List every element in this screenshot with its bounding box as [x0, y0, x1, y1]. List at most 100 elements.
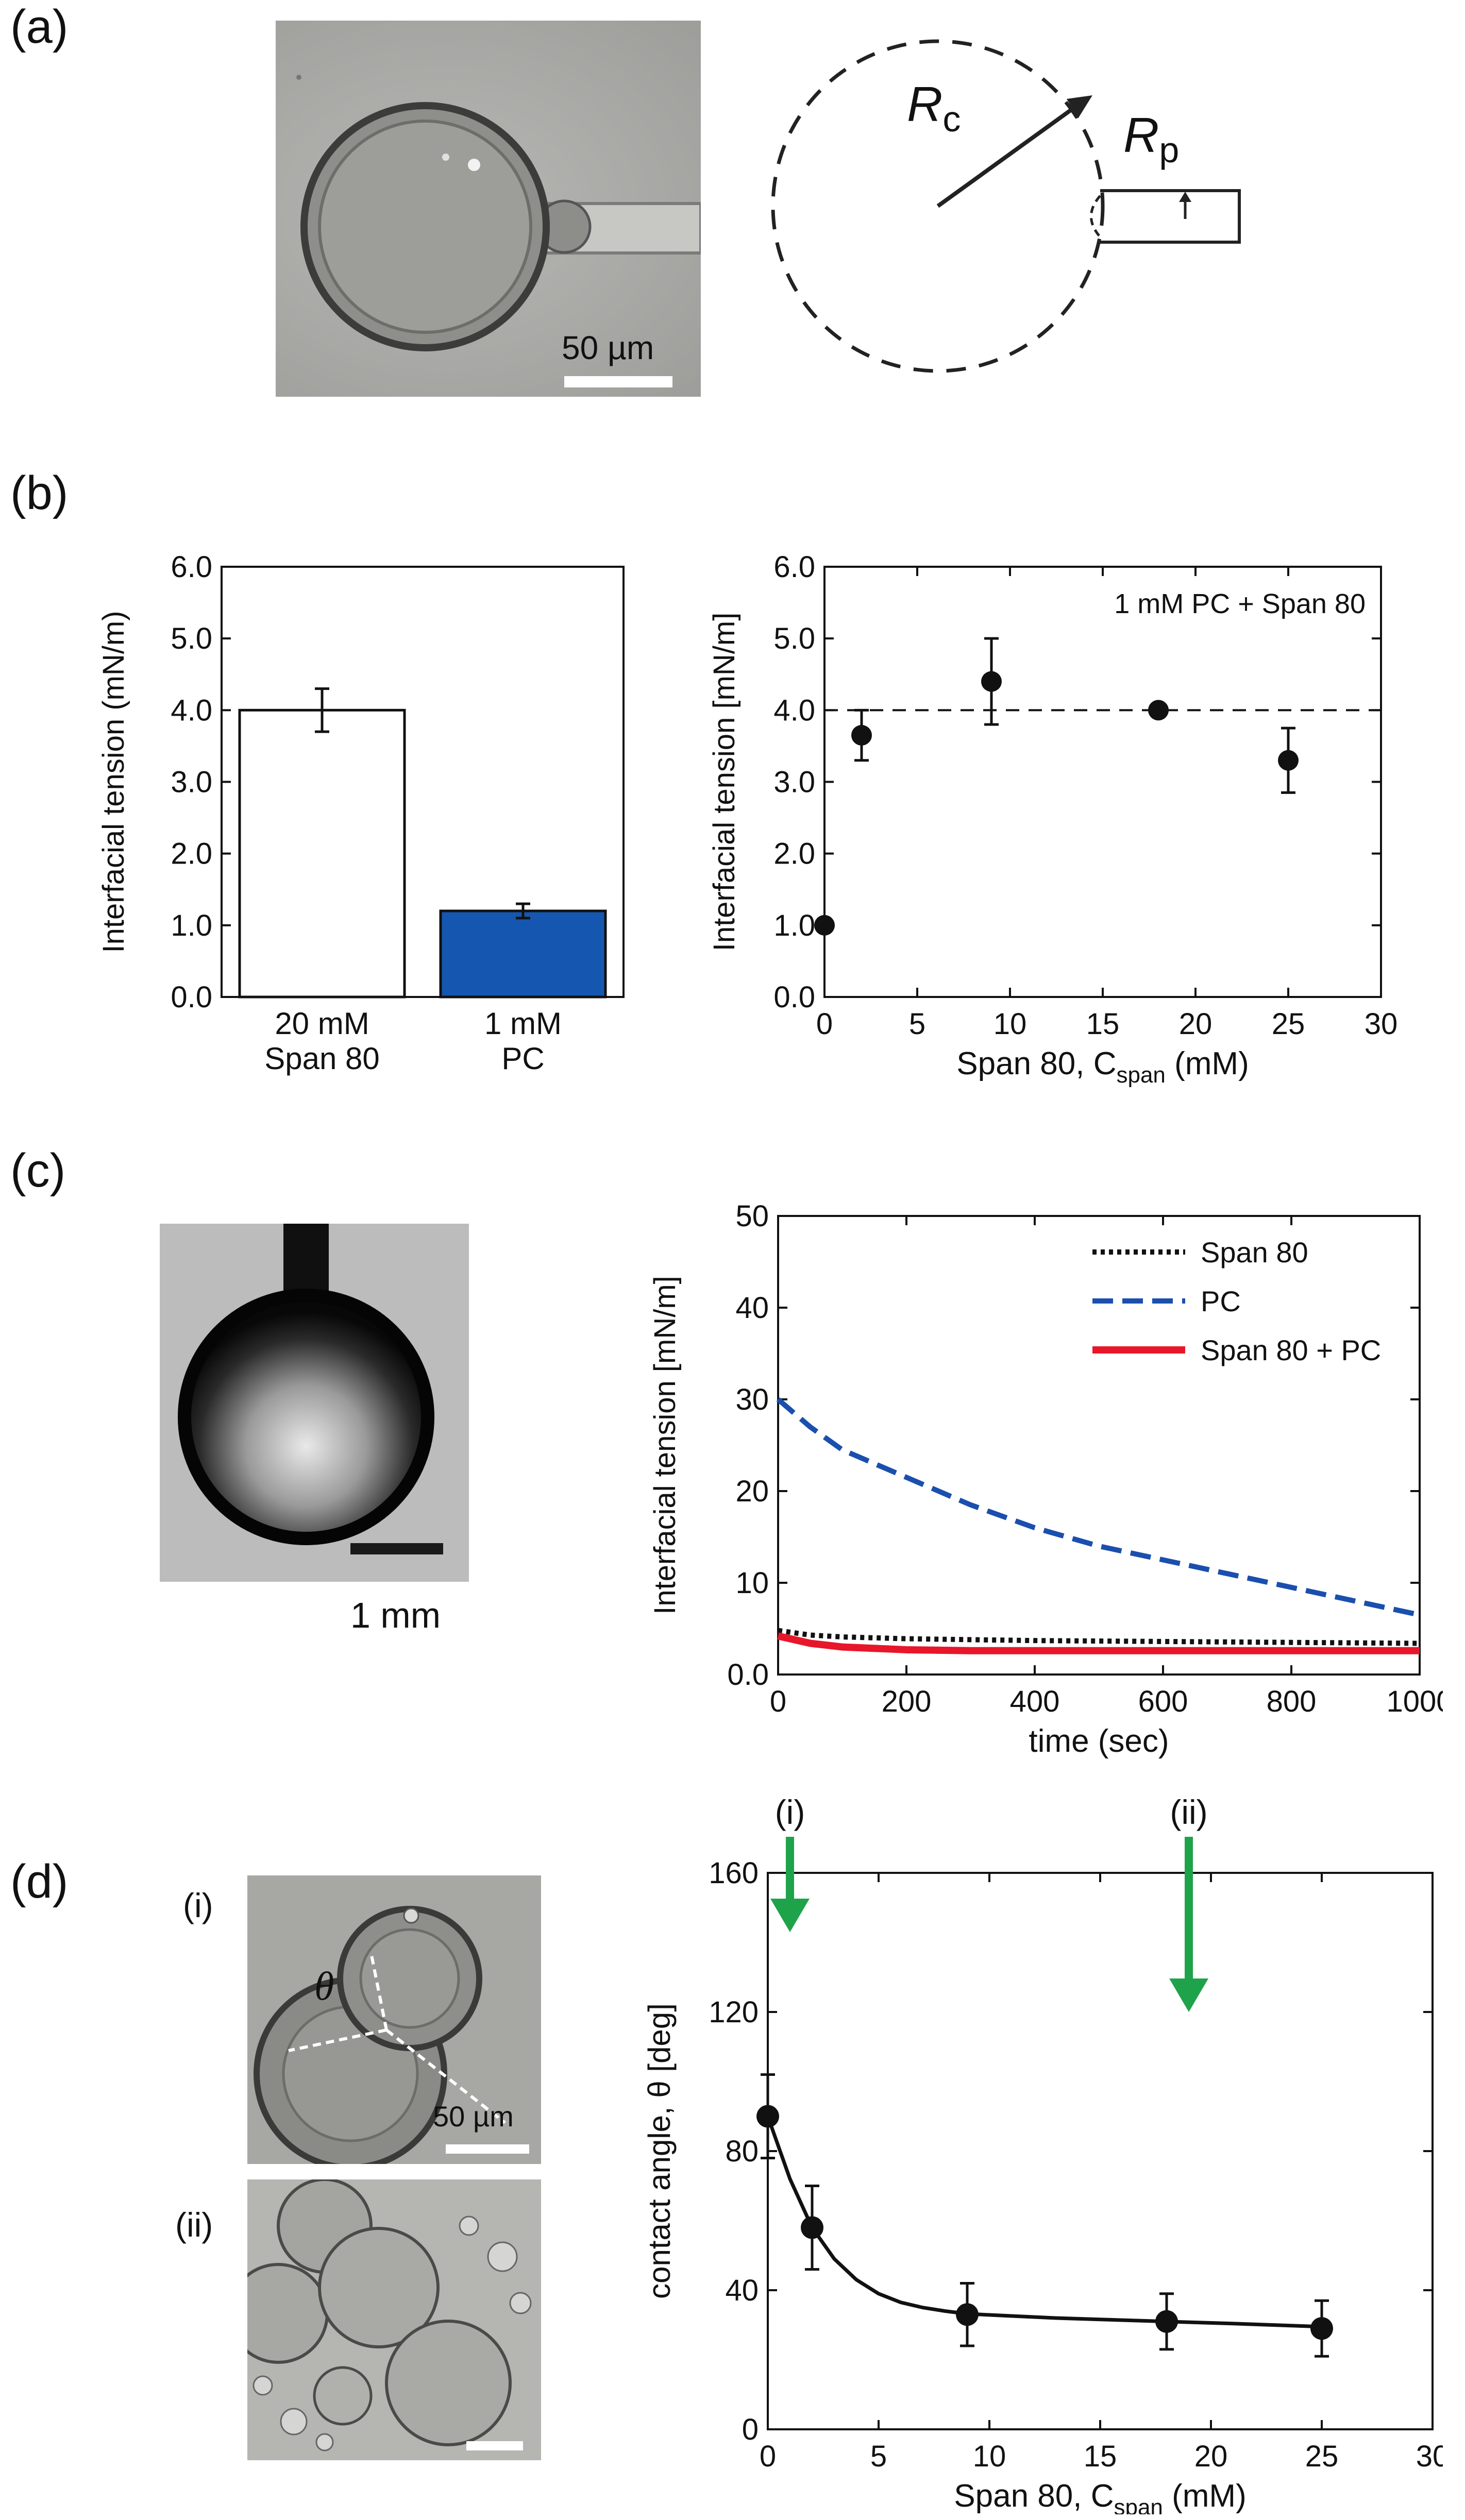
plot-frame — [823, 566, 1382, 998]
plot-frame — [777, 1215, 1421, 1676]
y-tick-label: 80 — [725, 2135, 759, 2168]
x-tick-label: 5 — [870, 2440, 887, 2473]
data-point — [814, 915, 835, 936]
x-tick-label: 800 — [1267, 1685, 1317, 1718]
sub-label-ii: (ii) — [175, 2206, 213, 2244]
data-point — [756, 2105, 779, 2128]
y-tick-label: 0.0 — [773, 980, 815, 1014]
x-axis-label: Span 80, Cspan (mM) — [954, 2478, 1246, 2514]
category-label-line2: PC — [501, 1041, 544, 1076]
x-tick-label: 10 — [973, 2440, 1006, 2473]
series-line — [776, 1397, 1421, 1618]
sub-label-i: (i) — [183, 1886, 213, 1924]
x-tick-label: 600 — [1138, 1685, 1188, 1718]
category-label-line1: 1 mM — [484, 1006, 562, 1041]
plot-frame — [767, 1872, 1434, 2430]
series-line — [777, 1632, 1420, 1654]
x-tick-label: 20 — [1194, 2440, 1228, 2473]
scatter-chart-contact-angle: 0 40 80 120 160 0 5 10 15 20 25 30 contact angle, θ … — [642, 1793, 1443, 2514]
x-tick-label: 25 — [1305, 2440, 1339, 2473]
scale-bar-label-1mm: 1 mm — [350, 1595, 441, 1635]
x-axis-label: Span 80, Cspan (mM) — [956, 1046, 1249, 1088]
fit-curve — [766, 2116, 1322, 2329]
data-point — [1310, 2317, 1333, 2340]
marker-label: (i) — [775, 1793, 805, 1831]
x-tick-label: 1000 — [1386, 1685, 1443, 1718]
y-tick-label: 10 — [735, 1566, 769, 1600]
marker-arrow-head — [770, 1899, 810, 1932]
y-axis-label: Interfacial tension [mN/m] — [708, 613, 741, 952]
data-point — [1155, 2310, 1178, 2333]
y-axis-label: Interfacial tension [mN/m] — [648, 1276, 682, 1615]
panel-label-d: (d) — [10, 1855, 69, 1908]
y-tick-label: 6.0 — [171, 550, 212, 584]
bar — [238, 708, 406, 999]
micrograph-droplet-network — [247, 2179, 541, 2460]
y-tick-label: 160 — [709, 1856, 759, 1890]
rp-label: Rp — [1123, 108, 1179, 170]
x-tick-label: 0 — [816, 1007, 833, 1041]
series-line — [778, 1628, 1420, 1646]
y-tick-label: 120 — [709, 1995, 759, 2029]
y-tick-label: 1.0 — [773, 909, 815, 942]
x-axis-label: time (sec) — [1029, 1723, 1169, 1759]
x-tick-label: 400 — [1010, 1685, 1060, 1718]
chart-annotation: 1 mM PC + Span 80 — [1114, 588, 1366, 619]
y-tick-label: 2.0 — [171, 837, 212, 871]
y-tick-label: 20 — [735, 1475, 769, 1508]
y-tick-label: 6.0 — [773, 550, 815, 584]
y-tick-label: 2.0 — [773, 837, 815, 871]
marker-arrow-head — [1169, 1978, 1208, 2012]
y-tick-label: 40 — [725, 2274, 759, 2307]
legend-label: PC — [1201, 1285, 1241, 1317]
micrograph-droplet-pipette: 50 µm — [276, 21, 701, 397]
bar — [439, 909, 607, 999]
schematic-aspiration: Rc Rp — [771, 39, 1241, 373]
pendant-drop-photo — [160, 1224, 469, 1582]
y-tick-label: 0.0 — [727, 1658, 769, 1692]
x-tick-label: 25 — [1272, 1007, 1305, 1041]
theta-label: θ — [314, 1964, 334, 2008]
panel-label-a: (a) — [10, 1, 69, 53]
x-tick-label: 5 — [909, 1007, 925, 1041]
scale-bar-label: 50 µm — [562, 329, 654, 366]
panel-label-c: (c) — [10, 1144, 66, 1197]
data-point — [851, 725, 872, 746]
y-tick-label: 0.0 — [171, 980, 212, 1014]
data-point — [1278, 750, 1299, 771]
y-axis-label: Interfacial tension (mN/m) — [97, 611, 130, 953]
category-label-line1: 20 mM — [275, 1006, 369, 1041]
y-tick-label: 30 — [735, 1383, 769, 1416]
marker-label: (ii) — [1170, 1793, 1207, 1831]
bar-chart-interfacial-tension: 0.0 1.0 2.0 3.0 4.0 5.0 6.0 Interfacial tension… — [97, 550, 625, 1076]
category-label-line2: Span 80 — [264, 1041, 380, 1076]
legend-label: Span 80 + PC — [1201, 1334, 1381, 1366]
y-tick-label: 5.0 — [171, 622, 212, 655]
rc-arrow — [936, 104, 1079, 208]
x-tick-label: 0 — [760, 2440, 776, 2473]
data-point — [981, 671, 1002, 692]
x-tick-label: 0 — [770, 1685, 786, 1718]
x-tick-label: 30 — [1365, 1007, 1398, 1041]
y-tick-label: 3.0 — [773, 766, 815, 799]
data-point — [1148, 700, 1169, 721]
y-tick-label: 5.0 — [773, 622, 815, 655]
cell-outline — [771, 39, 1105, 373]
pipette-outline — [1100, 189, 1241, 244]
y-tick-label: 0 — [742, 2413, 759, 2446]
scatter-chart-pc-span: 0.0 1.0 2.0 3.0 4.0 5.0 6.0 0 5 10 15 20 25 30 Interfa… — [708, 550, 1398, 1088]
x-tick-label: 20 — [1179, 1007, 1213, 1041]
x-tick-label: 15 — [1086, 1007, 1120, 1041]
micrograph-adhered-droplets: θ 50 µm — [247, 1875, 541, 2164]
y-tick-label: 4.0 — [773, 694, 815, 727]
y-tick-label: 3.0 — [171, 766, 212, 799]
y-tick-label: 40 — [735, 1291, 769, 1325]
panel-label-b: (b) — [10, 467, 69, 519]
legend-label: Span 80 — [1201, 1236, 1308, 1269]
x-tick-label: 10 — [993, 1007, 1027, 1041]
y-tick-label: 50 — [735, 1199, 769, 1233]
x-tick-label: 30 — [1416, 2440, 1443, 2473]
rc-label: Rc — [907, 77, 961, 139]
y-tick-label: 4.0 — [171, 694, 212, 727]
y-tick-label: 1.0 — [171, 909, 212, 942]
